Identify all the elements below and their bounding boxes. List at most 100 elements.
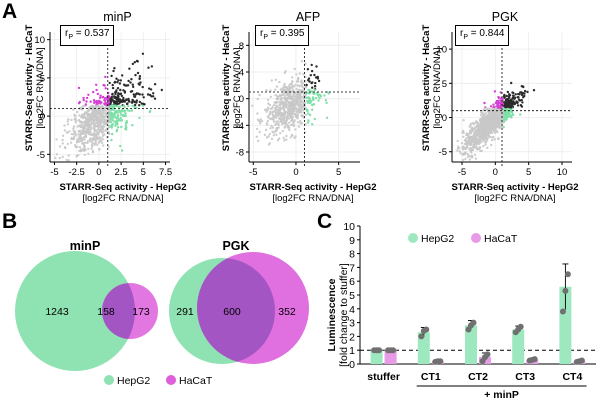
data-point [77, 133, 80, 136]
data-point [302, 101, 305, 104]
data-point [138, 104, 141, 107]
data-point [283, 109, 286, 113]
y-tick-label: -4 [236, 121, 244, 132]
data-point [256, 97, 259, 101]
data-point [58, 145, 62, 148]
data-point [302, 94, 305, 97]
data-point [291, 115, 294, 119]
y-tick-label: 5 [40, 73, 45, 84]
data-point [132, 85, 135, 89]
data-point [63, 129, 67, 132]
data-point [119, 92, 123, 95]
data-point [295, 87, 298, 91]
data-point [476, 121, 479, 125]
data-point [474, 125, 477, 129]
data-point [299, 120, 302, 123]
data-point [496, 125, 499, 128]
data-point [479, 114, 483, 117]
data-point [117, 92, 120, 95]
data-point [466, 152, 469, 156]
data-point [73, 135, 76, 139]
data-point [515, 100, 518, 103]
data-point [95, 99, 98, 103]
data-point [305, 83, 308, 87]
data-point [119, 79, 123, 82]
data-point [274, 94, 277, 97]
data-point [112, 104, 115, 107]
bar-category-label: CT3 [515, 371, 535, 383]
data-point [85, 100, 88, 103]
bar-y-tick-label: 1 [349, 345, 355, 357]
data-point [279, 120, 282, 124]
data-point [285, 138, 288, 141]
data-point [295, 103, 299, 106]
data-point [113, 67, 116, 70]
data-point [55, 138, 58, 141]
data-point [509, 109, 513, 112]
scatter-plot-minp: -5 -2.5 0 2.5 5 7.5 -5 0 5 10 [34, 32, 172, 178]
data-point [497, 119, 501, 123]
data-point [94, 111, 97, 115]
bar-category-label: CT1 [421, 371, 441, 383]
data-point [90, 147, 93, 150]
data-point [266, 119, 269, 123]
data-point [306, 101, 310, 105]
data-point [81, 148, 85, 151]
data-point [130, 101, 133, 104]
data-point [311, 123, 314, 126]
correlation-box-minp: rP = 0.537 [60, 25, 115, 46]
data-point [484, 112, 487, 115]
data-point [297, 77, 300, 81]
data-point [91, 133, 95, 137]
data-point [115, 89, 118, 92]
data-point [287, 108, 290, 111]
data-point [494, 131, 497, 134]
data-point [276, 120, 279, 123]
data-point [297, 125, 301, 128]
replicate-point [562, 287, 569, 294]
data-point [462, 135, 465, 138]
data-point [100, 119, 104, 122]
data-point [276, 95, 279, 98]
data-point [103, 98, 106, 102]
bar-y-tick-label: 4 [349, 304, 355, 316]
data-point [476, 131, 479, 134]
data-point [316, 77, 320, 80]
data-point [504, 103, 507, 107]
data-point [85, 128, 89, 131]
data-point [290, 123, 293, 127]
data-point [281, 97, 284, 100]
data-point [116, 81, 119, 84]
data-point [296, 117, 299, 120]
data-point [278, 109, 282, 112]
data-point [125, 121, 128, 125]
data-point [91, 149, 95, 153]
bar-y-tick-label: 10 [343, 221, 355, 233]
data-point [295, 111, 298, 114]
data-point [283, 82, 286, 86]
data-point [95, 104, 98, 108]
data-point [296, 93, 300, 97]
data-point [61, 155, 64, 159]
data-point [98, 123, 102, 127]
data-point [505, 94, 508, 98]
data-point [122, 114, 125, 118]
data-point [526, 90, 529, 94]
data-point [108, 111, 112, 115]
data-point [508, 103, 511, 107]
data-point [282, 92, 285, 96]
data-point [483, 131, 486, 135]
data-point [265, 89, 268, 92]
x-tick-label: 0 [96, 167, 101, 178]
venn-diagrams: minP PGK 1243 158 173 291 600 352 HepG2 HaCaT [15, 239, 309, 387]
data-point [120, 119, 124, 122]
data-point [141, 52, 145, 55]
data-point [285, 123, 288, 126]
bar-category-label: CT4 [562, 371, 582, 383]
correlation-box-pgk: rP = 0.844 [455, 25, 510, 46]
data-point [281, 129, 284, 133]
data-point [141, 93, 144, 96]
data-point [478, 147, 481, 151]
data-point [133, 95, 136, 98]
data-point [106, 130, 110, 133]
